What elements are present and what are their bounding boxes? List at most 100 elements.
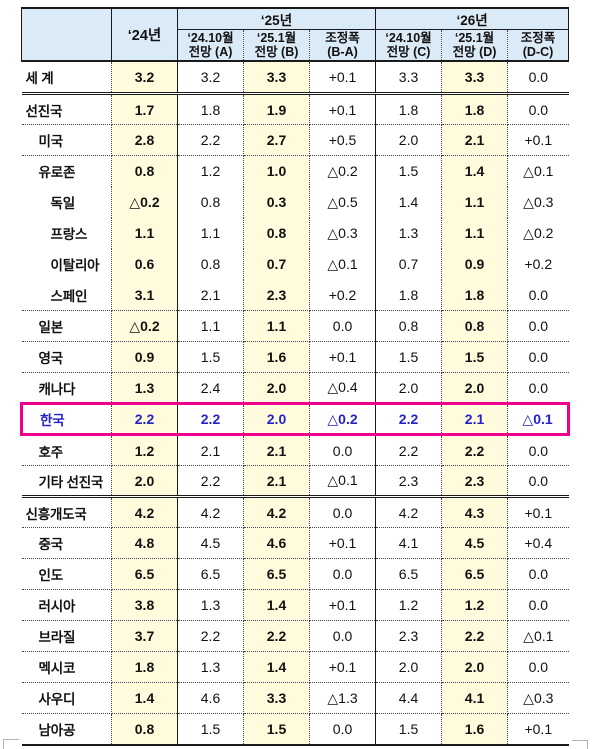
value-cell: 1.8 [375,279,443,311]
value-cell: 1.0 [243,155,310,187]
table-row: 인도 6.5 6.5 6.5 0.0 6.5 6.5 0.0 [21,558,569,590]
value-cell: 4.4 [375,682,443,714]
value-cell: 2.2 [375,434,443,466]
value-cell: +0.4 [507,527,569,559]
value-cell: △0.1 [309,248,377,280]
value-cell: 4.2 [177,496,244,528]
value-cell: 0.8 [243,217,310,249]
row-label: 세 계 [21,60,112,95]
value-cell: 1.3 [177,651,244,683]
table-row: 멕시코 1.8 1.3 1.4 +0.1 2.0 2.0 0.0 [21,651,569,683]
value-cell: 4.6 [177,682,244,714]
row-label: 기타 선진국 [21,465,112,498]
value-cell: 2.0 [441,651,509,683]
value-cell: 2.2 [441,434,509,466]
value-cell: 3.3 [375,60,443,95]
value-cell: 4.3 [441,496,509,528]
value-cell: 0.7 [375,248,443,280]
value-cell: 4.6 [243,527,310,559]
table-row-korea-highlighted: 한국 2.2 2.2 2.0 △0.2 2.2 2.1 △0.1 [20,402,571,436]
header-line: 전망 (C) [386,44,431,59]
row-label: 호주 [21,434,112,466]
corner-cell [21,7,112,62]
header-line: 전망 (B) [254,44,299,59]
value-cell: +0.1 [309,341,377,373]
value-cell: 2.2 [243,620,310,652]
header-line: ‘24.10월 [385,30,432,45]
header-2025-jan-forecast-b: ‘25.1월 전망 (B) [243,29,310,62]
table-row: 영국 0.9 1.5 1.6 +0.1 1.5 1.5 0.0 [21,341,569,373]
value-cell: 2.1 [177,434,244,466]
value-cell: +0.1 [309,60,377,95]
value-cell: 1.6 [243,341,310,373]
row-label: 스페인 [21,279,112,311]
value-cell: △0.1 [523,162,554,179]
header-2025-oct-forecast-a: ‘24.10월 전망 (A) [177,29,244,62]
value-cell: 3.2 [177,60,244,95]
table-row: 유로존 0.8 1.2 1.0 △0.2 1.5 1.4 △0.1 [21,155,569,187]
value-cell: 2.3 [243,279,310,311]
row-label: 남아공 [21,713,112,746]
value-cell: 2.1 [243,434,310,466]
value-cell: +0.1 [507,713,569,746]
value-cell: 2.3 [375,620,443,652]
header-line: 전망 (A) [188,44,233,59]
value-cell: △0.2 [111,310,178,342]
value-cell: +0.1 [309,651,377,683]
value-cell: 0.0 [507,434,569,466]
value-cell: 1.1 [177,310,244,342]
value-cell: 4.1 [441,682,509,714]
value-cell: 0.8 [375,310,443,342]
header-line: ‘25.1월 [454,30,495,45]
value-cell: 0.0 [507,651,569,683]
value-cell: +0.2 [309,279,377,311]
row-label: 한국 [20,402,112,436]
value-cell: 0.0 [507,341,569,373]
value-cell: 2.2 [177,402,244,436]
header-adjustment-b-a: 조정폭 (B-A) [309,29,377,62]
value-cell: △0.1 [507,402,571,436]
value-cell: 1.8 [441,93,509,125]
value-cell: 1.9 [243,93,310,125]
value-cell: 2.0 [375,124,443,156]
value-cell: 0.0 [309,620,377,652]
value-cell: △0.3 [309,217,377,249]
value-cell: 1.3 [375,217,443,249]
value-cell: +0.2 [524,256,553,272]
value-cell: 1.3 [177,589,244,621]
table-row: 신흥개도국 4.2 4.2 4.2 0.0 4.2 4.3 +0.1 [21,496,569,528]
value-cell: 2.0 [441,372,509,404]
value-cell: 6.5 [375,558,443,590]
value-cell: 0.0 [309,496,377,528]
value-cell: 1.5 [243,713,310,746]
value-cell: 6.5 [243,558,310,590]
value-cell: 3.7 [111,620,178,652]
value-cell: 1.4 [375,186,443,218]
value-cell: 0.3 [243,186,310,218]
value-cell: 2.8 [111,124,178,156]
table-row: 일본 △0.2 1.1 1.1 0.0 0.8 0.8 0.0 [21,310,569,342]
table-row: 스페인 3.1 2.1 2.3 +0.2 1.8 1.8 0.0 [21,279,569,311]
row-label: 영국 [21,341,112,373]
value-cell: 2.2 [441,620,509,652]
value-cell: 1.2 [375,589,443,621]
table-row: 이탈리아 0.6 0.8 0.7 △0.1 0.7 0.9 +0.2 [21,248,569,280]
value-cell: 2.2 [111,402,178,436]
value-cell: 1.7 [111,93,178,125]
value-cell: 0.8 [111,713,178,746]
value-cell: 2.7 [243,124,310,156]
value-cell: △0.4 [309,372,377,404]
table-row: 사우디 1.4 4.6 3.3 △1.3 4.4 4.1 △0.3 [21,682,569,714]
value-cell: 0.8 [441,310,509,342]
value-cell: 2.0 [243,372,310,404]
value-cell: +0.1 [507,124,569,156]
value-cell: 1.1 [243,310,310,342]
value-cell: 4.1 [375,527,443,559]
value-cell: 1.4 [111,682,178,714]
header-2024: ‘24년 [111,7,178,62]
value-cell: △0.2 [523,224,554,241]
header-line: (D-C) [522,44,554,59]
value-cell: 1.6 [441,713,509,746]
value-cell: 0.0 [507,465,569,498]
